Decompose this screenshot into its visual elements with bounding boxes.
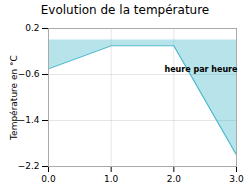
html-text:Evolution de la température: Evolution de la température xyxy=(40,3,210,17)
svg-text:Température en °C: Température en °C xyxy=(9,55,19,141)
svg-text:−2.2: −2.2 xyxy=(18,161,40,171)
svg-text:1.0: 1.0 xyxy=(104,174,119,184)
svg-text:heure par heure: heure par heure xyxy=(164,65,238,74)
svg-text:3.0: 3.0 xyxy=(229,174,244,184)
svg-text:0.2: 0.2 xyxy=(25,23,39,33)
svg-text:−1.4: −1.4 xyxy=(18,115,40,125)
svg-text:0.0: 0.0 xyxy=(41,174,56,184)
svg-text:−0.6: −0.6 xyxy=(18,69,40,79)
svg-text:2.0: 2.0 xyxy=(167,174,182,184)
